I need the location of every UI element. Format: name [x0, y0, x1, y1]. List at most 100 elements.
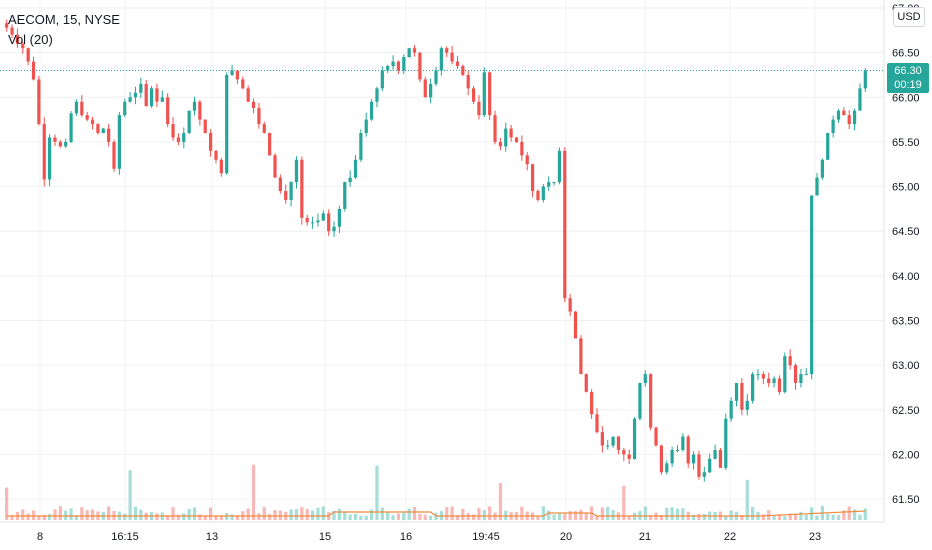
candle-body — [751, 374, 755, 401]
candle-body — [697, 454, 701, 477]
volume-bar — [606, 506, 610, 520]
candle-body — [278, 177, 282, 192]
volume-indicator-label[interactable]: Vol (20) — [8, 32, 53, 47]
volume-bar — [53, 509, 57, 520]
volume-bar — [659, 514, 664, 520]
candle-body — [772, 378, 776, 383]
volume-bar — [681, 508, 685, 520]
volume-bar — [359, 515, 363, 520]
candle-body — [123, 101, 127, 116]
volume-bar — [107, 506, 111, 520]
candle-body — [461, 66, 465, 75]
volume-bar — [219, 515, 223, 520]
volume-bar — [702, 513, 706, 520]
price-tick-label: 61.50 — [892, 494, 920, 506]
volume-bar — [815, 515, 819, 520]
candle-body — [541, 186, 545, 200]
candle-body — [691, 454, 696, 464]
volume-bar — [691, 514, 696, 520]
volume-bar — [847, 506, 851, 520]
currency-button[interactable]: USD — [893, 7, 925, 27]
candle-body — [649, 374, 653, 428]
volume-bar — [69, 508, 73, 520]
candle-body — [611, 436, 615, 446]
candle-body — [396, 61, 401, 71]
volume-bar — [826, 513, 830, 520]
volume-bar — [391, 515, 395, 520]
price-tick-label: 64.00 — [892, 271, 920, 283]
volume-bar — [273, 509, 277, 520]
volume-bar — [622, 485, 626, 520]
volume-bar — [740, 515, 744, 520]
volume-bar — [418, 513, 422, 520]
price-tick-label: 62.00 — [892, 449, 920, 461]
candle-body — [713, 449, 717, 459]
price-tick-label: 66.50 — [892, 48, 920, 60]
time-tick-label: 8 — [37, 531, 43, 543]
candle-body — [429, 83, 433, 98]
candle-body — [5, 23, 9, 28]
volume-bar — [10, 515, 14, 520]
volume-bar — [343, 511, 347, 520]
candle-body — [182, 133, 186, 142]
bar-countdown: 00:19 — [894, 78, 922, 91]
candle-body — [300, 159, 304, 218]
volume-bar — [788, 513, 792, 520]
volume-bar — [541, 506, 545, 520]
candle-body — [777, 378, 782, 392]
candle-body — [69, 113, 73, 142]
candle-body — [31, 61, 36, 80]
candle-body — [149, 88, 154, 107]
candle-body — [294, 159, 299, 183]
volume-bar — [337, 508, 342, 520]
volume-bar — [203, 515, 207, 520]
candle-body — [632, 418, 637, 459]
volume-bar — [262, 507, 266, 520]
candle-body — [230, 70, 234, 75]
time-axis[interactable]: 8 16:15 13 15 16 19:45 20 21 22 23 — [37, 531, 821, 543]
candle-body — [627, 454, 631, 459]
volume-bar — [48, 514, 52, 520]
candle-body — [445, 48, 449, 53]
grid-lines — [0, 0, 884, 522]
candle-body — [654, 427, 658, 446]
candle-body — [788, 356, 792, 366]
price-tick-label: 63.50 — [892, 316, 920, 328]
candle-body — [369, 101, 374, 120]
candle-body — [638, 383, 642, 419]
volume-bar — [547, 510, 551, 520]
candle-body — [836, 110, 841, 120]
candle-body — [568, 298, 572, 312]
candle-body — [257, 108, 261, 125]
volume-bar — [579, 509, 583, 520]
candle-body — [251, 101, 256, 108]
time-tick-label: 21 — [639, 531, 651, 543]
volume-bar — [31, 510, 36, 520]
candle-body — [718, 449, 723, 468]
volume-bar — [182, 513, 186, 520]
candle-body — [192, 101, 197, 111]
volume-bar — [429, 515, 433, 520]
volume-bar — [552, 514, 556, 520]
volume-bar — [289, 509, 293, 520]
volume-bar — [842, 510, 846, 520]
volume-bar — [455, 515, 460, 520]
volume-bar — [85, 509, 89, 520]
volume-bar — [192, 507, 197, 520]
candle-body — [316, 220, 320, 223]
candle-body — [37, 79, 41, 125]
volume-bar — [26, 513, 30, 520]
volume-bar — [858, 514, 862, 520]
volume-bar — [278, 510, 282, 520]
volume-bar — [37, 515, 41, 520]
volume-bar — [600, 507, 604, 520]
candle-body — [686, 436, 690, 464]
candle-body — [530, 164, 535, 192]
candle-body — [391, 61, 395, 67]
candle-body — [810, 195, 814, 375]
candle-body — [48, 137, 52, 180]
symbol-title[interactable]: AECOM, 15, NYSE — [8, 12, 120, 27]
volume-ma-line — [6, 510, 866, 517]
volume-bar — [584, 512, 588, 520]
